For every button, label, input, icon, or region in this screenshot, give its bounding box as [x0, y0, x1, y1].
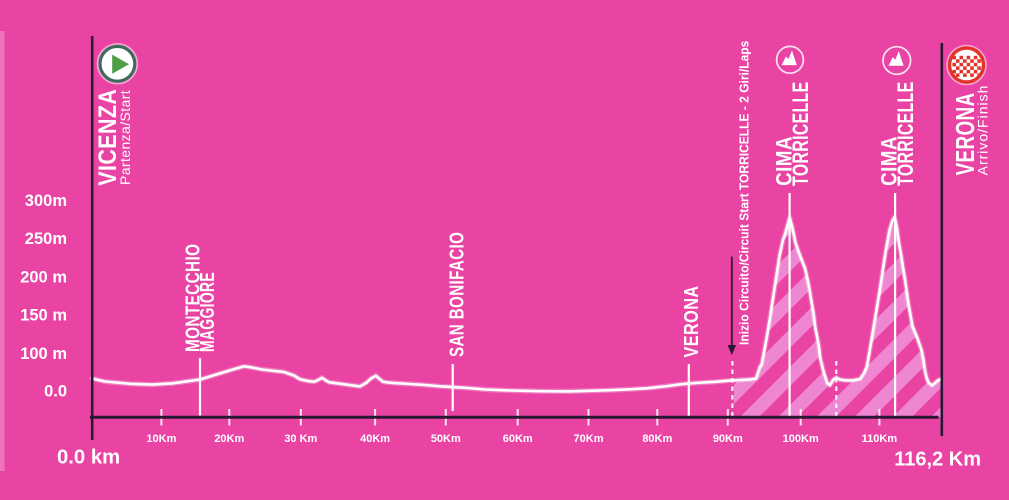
svg-text:116,2 Km: 116,2 Km	[894, 449, 981, 471]
svg-text:Inizio Circuito/Circuit Start: Inizio Circuito/Circuit Start TORRICELLE…	[737, 41, 752, 345]
svg-text:50Km: 50Km	[431, 433, 461, 445]
svg-text:40Km: 40Km	[360, 433, 390, 445]
svg-text:SAN BONIFACIO: SAN BONIFACIO	[445, 232, 468, 357]
svg-text:80Km: 80Km	[642, 433, 672, 445]
svg-text:TORRICELLE: TORRICELLE	[895, 81, 919, 185]
svg-text:20Km: 20Km	[214, 433, 244, 445]
svg-text:0.0: 0.0	[44, 383, 67, 401]
svg-text:VICENZA: VICENZA	[94, 89, 122, 186]
svg-text:Arrivo/Finish: Arrivo/Finish	[974, 85, 990, 176]
svg-text:30 Km: 30 Km	[284, 433, 317, 445]
svg-text:250m: 250m	[25, 230, 67, 248]
svg-text:CIMA: CIMA	[772, 136, 797, 186]
svg-text:200 m: 200 m	[20, 269, 67, 287]
svg-text:70Km: 70Km	[574, 433, 604, 445]
svg-text:VERONA: VERONA	[950, 93, 980, 176]
svg-text:100 m: 100 m	[20, 345, 67, 363]
svg-text:60Km: 60Km	[503, 433, 533, 445]
svg-text:300m: 300m	[25, 192, 67, 210]
svg-text:100Km: 100Km	[783, 433, 819, 445]
svg-text:0.0 km: 0.0 km	[57, 447, 120, 469]
svg-text:MONTECCHIO: MONTECCHIO	[181, 244, 203, 352]
svg-text:CIMA: CIMA	[877, 136, 902, 186]
svg-text:110Km: 110Km	[862, 433, 898, 445]
svg-text:150 m: 150 m	[20, 307, 67, 325]
svg-text:VERONA: VERONA	[681, 286, 703, 358]
svg-text:Partenza/Start: Partenza/Start	[117, 90, 133, 185]
svg-text:TORRICELLE: TORRICELLE	[790, 81, 814, 185]
svg-text:MAGGIORE: MAGGIORE	[195, 272, 218, 352]
svg-text:90Km: 90Km	[713, 433, 743, 445]
svg-text:10Km: 10Km	[146, 433, 176, 445]
